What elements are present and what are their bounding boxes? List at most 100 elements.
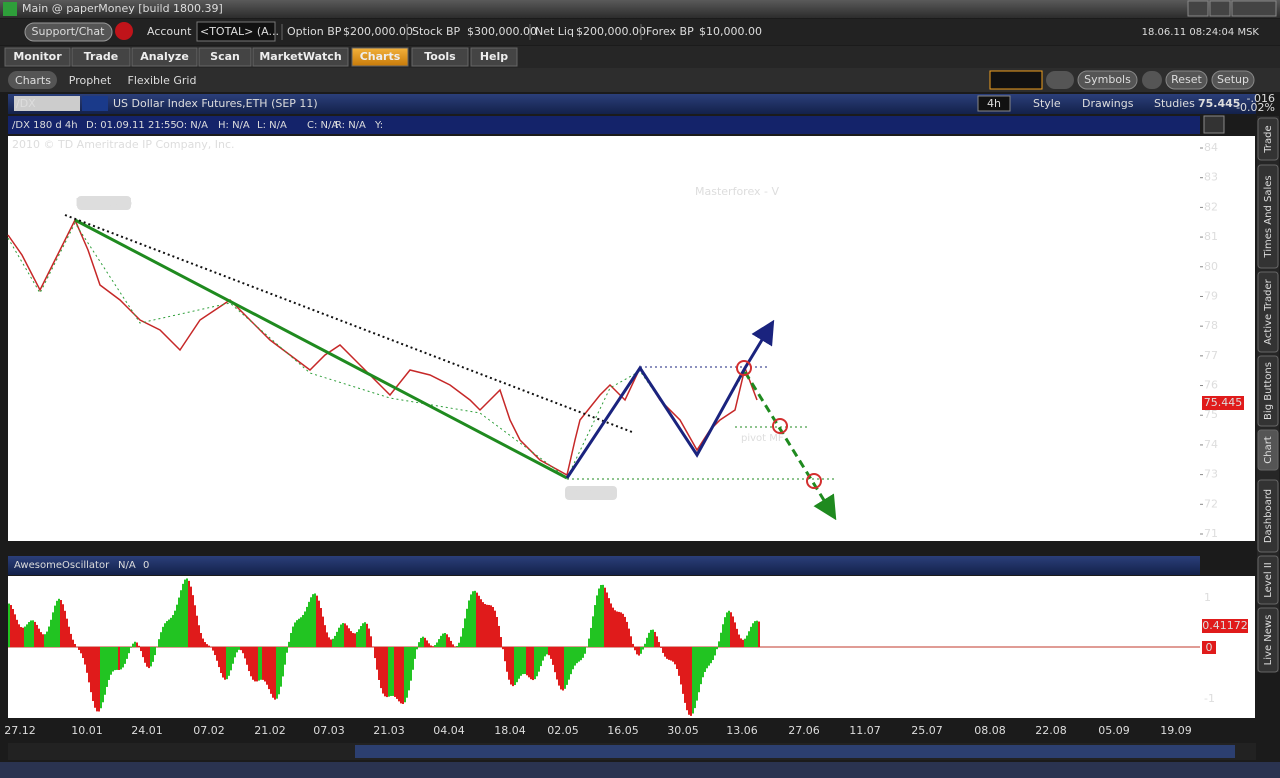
oscillator-bar xyxy=(512,647,514,687)
side-tab[interactable] xyxy=(1257,271,1279,353)
oscillator-bar xyxy=(526,647,528,676)
side-tab[interactable] xyxy=(1257,555,1279,605)
tab[interactable] xyxy=(71,47,131,67)
minimize-button[interactable] xyxy=(1187,0,1209,17)
maximize-button[interactable] xyxy=(1209,0,1231,17)
oscillator-bar xyxy=(304,611,306,647)
toolbar-button[interactable] xyxy=(1077,70,1138,90)
oscillator-bar xyxy=(74,644,76,647)
oscillator-bar xyxy=(240,647,242,651)
oscillator-bar xyxy=(592,616,594,647)
tab[interactable] xyxy=(4,47,71,67)
account-label: Account xyxy=(147,25,192,38)
side-tab-label: Dashboard xyxy=(1263,489,1274,543)
chart-settings-icon[interactable] xyxy=(1203,115,1225,134)
trend-line xyxy=(74,218,568,480)
side-tab[interactable] xyxy=(1257,164,1279,269)
price-tick-label: 82 xyxy=(1204,200,1218,213)
high-label: Hi: 81.635 xyxy=(75,196,132,209)
tab[interactable] xyxy=(411,47,469,67)
oscillator-bar xyxy=(326,632,328,647)
oscillator-bar xyxy=(548,647,550,656)
support-label: Support/Chat xyxy=(32,25,106,38)
oscillator-bar xyxy=(314,593,316,647)
oscillator-bar xyxy=(70,633,72,647)
account-select[interactable] xyxy=(196,21,276,42)
oscillator-bar xyxy=(394,647,396,697)
close-button[interactable] xyxy=(1231,0,1277,17)
oscillator-bar xyxy=(134,641,136,647)
info-item: C: N/A xyxy=(307,120,338,131)
oscillator-bar xyxy=(472,591,474,647)
oscillator-bar xyxy=(36,624,38,647)
tab[interactable] xyxy=(198,47,252,67)
support-button[interactable] xyxy=(24,22,113,42)
side-tab[interactable] xyxy=(1257,355,1279,427)
side-tab[interactable] xyxy=(1257,479,1279,553)
oscillator-bar xyxy=(236,647,238,653)
oscillator-bar xyxy=(704,647,706,672)
stat-value: $200,000.00 xyxy=(576,25,646,38)
symbol-dropdown[interactable] xyxy=(82,96,108,111)
oscillator-bar xyxy=(414,647,416,659)
stat-label: Stock BP xyxy=(412,25,460,38)
oscillator-bar xyxy=(744,638,746,647)
tab[interactable] xyxy=(131,47,198,67)
oscillator-bar xyxy=(712,647,714,661)
side-tab[interactable] xyxy=(1257,117,1279,161)
link-button[interactable] xyxy=(1046,71,1074,89)
oscillator-bar xyxy=(462,628,464,647)
oscillator-bar xyxy=(154,647,156,656)
info-item: D: 01.09.11 21:55 xyxy=(86,120,177,131)
zero-tag-box xyxy=(1202,641,1216,654)
oscillator-bar xyxy=(28,622,30,647)
oscillator-bar xyxy=(188,580,190,647)
tab[interactable] xyxy=(351,47,409,67)
osc-tag-box xyxy=(1202,619,1248,633)
side-tab[interactable] xyxy=(1257,607,1279,673)
oscillator-bar xyxy=(368,628,370,647)
oscillator-bar xyxy=(558,647,560,686)
oscillator-bar xyxy=(380,647,382,689)
price-tick-label: 81 xyxy=(1204,230,1218,243)
oscillator-bar xyxy=(50,619,52,647)
oscillator-bar xyxy=(180,590,182,647)
oscillator-bar xyxy=(334,635,336,647)
aggregation-box[interactable] xyxy=(977,95,1011,112)
tab[interactable] xyxy=(252,47,349,67)
oscillator-bar xyxy=(278,647,280,695)
oscillator-bar xyxy=(204,642,206,647)
side-tab[interactable] xyxy=(1257,429,1279,471)
oscillator-bar xyxy=(720,632,722,647)
oscillator-bar xyxy=(158,639,160,647)
stat-label: Net Liq xyxy=(535,25,574,38)
symbol-box[interactable] xyxy=(14,96,80,111)
tab-label: Charts xyxy=(360,50,401,63)
oscillator-bar xyxy=(672,647,674,662)
tab[interactable] xyxy=(470,47,518,67)
alert-icon[interactable] xyxy=(115,22,133,40)
toolbar-button[interactable] xyxy=(1211,70,1255,90)
oscillator-bar xyxy=(234,647,236,658)
target-circle xyxy=(772,418,788,434)
oscillator-bar xyxy=(248,647,250,672)
oscillator-bar xyxy=(288,641,290,647)
oscillator-bar xyxy=(616,611,618,647)
layout-box[interactable] xyxy=(989,70,1043,90)
oscillator-bar xyxy=(390,647,392,696)
scroll-thumb[interactable] xyxy=(355,745,1235,758)
oscillator-bar xyxy=(420,637,422,647)
oscillator-bar xyxy=(382,647,384,694)
print-button[interactable] xyxy=(1142,71,1162,89)
toolbar-button[interactable] xyxy=(1165,70,1208,90)
oscillator-bar xyxy=(184,579,186,647)
oscillator-bar xyxy=(54,605,56,647)
price-tick-label: 79 xyxy=(1204,289,1218,302)
date-tick-label: 05.09 xyxy=(1098,724,1130,737)
oscillator-bar xyxy=(488,604,490,647)
change-pct: -0.02% xyxy=(1236,101,1275,114)
oscillator-bar xyxy=(108,647,110,680)
toolbar-button-label: Setup xyxy=(1217,73,1249,86)
